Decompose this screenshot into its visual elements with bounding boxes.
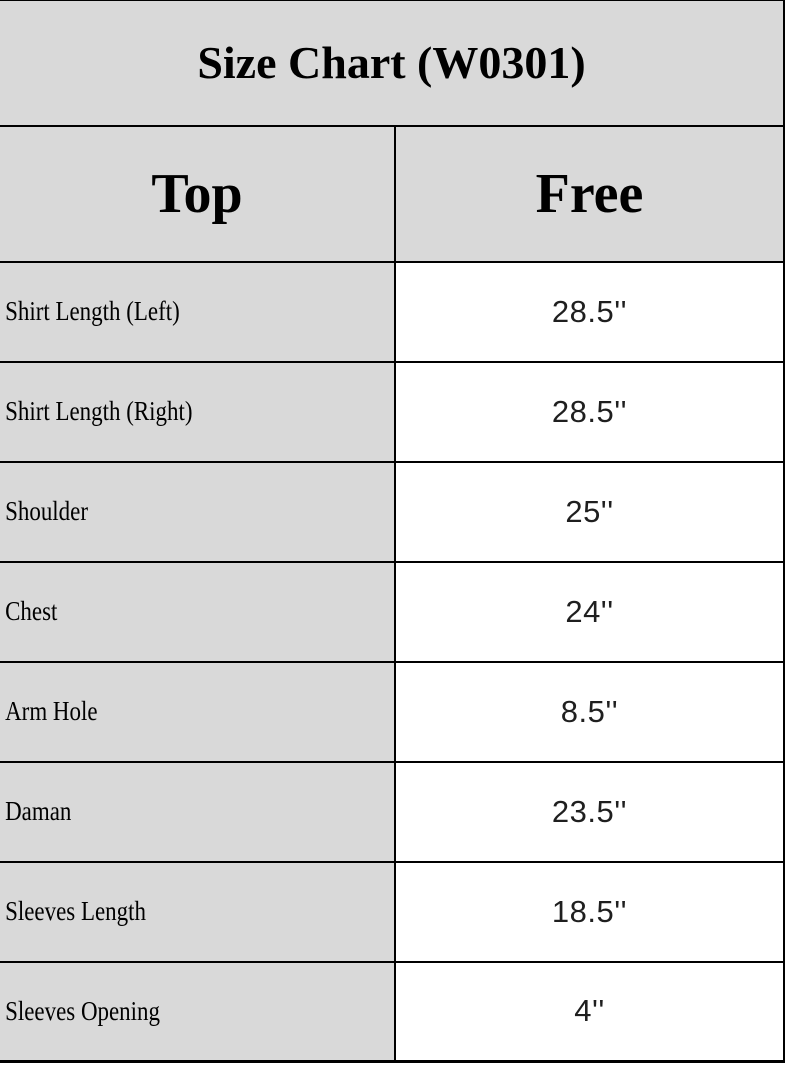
- row-label-text: Shirt Length (Right): [5, 396, 193, 426]
- row-label: Shirt Length (Left): [0, 260, 396, 363]
- row-label: Shirt Length (Right): [0, 360, 396, 463]
- table-row: Shoulder 25'': [0, 460, 785, 563]
- row-label: Sleeves Opening: [0, 960, 396, 1063]
- header-row: Top Free: [0, 124, 785, 263]
- table-row: Sleeves Length 18.5'': [0, 860, 785, 963]
- row-label-text: Shirt Length (Left): [5, 296, 180, 326]
- chart-title: Size Chart (W0301): [0, 0, 785, 127]
- row-label-text: Chest: [5, 596, 58, 626]
- row-label: Shoulder: [0, 460, 396, 563]
- row-label-text: Shoulder: [5, 496, 88, 526]
- table-row: Sleeves Opening 4'': [0, 960, 785, 1063]
- table-row: Chest 24'': [0, 560, 785, 663]
- row-label: Sleeves Length: [0, 860, 396, 963]
- row-label: Daman: [0, 760, 396, 863]
- header-cell-top: Top: [0, 124, 396, 263]
- row-value: 28.5'': [394, 360, 785, 463]
- row-value: 24'': [394, 560, 785, 663]
- title-row: Size Chart (W0301): [0, 0, 785, 127]
- header-cell-free: Free: [394, 124, 785, 263]
- row-value: 8.5'': [394, 660, 785, 763]
- row-label-text: Sleeves Opening: [5, 995, 160, 1026]
- row-label: Arm Hole: [0, 660, 396, 763]
- row-value: 18.5'': [394, 860, 785, 963]
- table-row: Shirt Length (Right) 28.5'': [0, 360, 785, 463]
- row-value: 23.5'': [394, 760, 785, 863]
- row-label: Chest: [0, 560, 396, 663]
- row-value: 4'': [394, 960, 785, 1063]
- row-value: 28.5'': [394, 260, 785, 363]
- table-row: Arm Hole 8.5'': [0, 660, 785, 763]
- table-row: Shirt Length (Left) 28.5'': [0, 260, 785, 363]
- table-row: Daman 23.5'': [0, 760, 785, 863]
- row-label-text: Sleeves Length: [5, 896, 146, 926]
- row-value: 25'': [394, 460, 785, 563]
- row-label-text: Arm Hole: [5, 696, 98, 726]
- row-label-text: Daman: [5, 796, 72, 826]
